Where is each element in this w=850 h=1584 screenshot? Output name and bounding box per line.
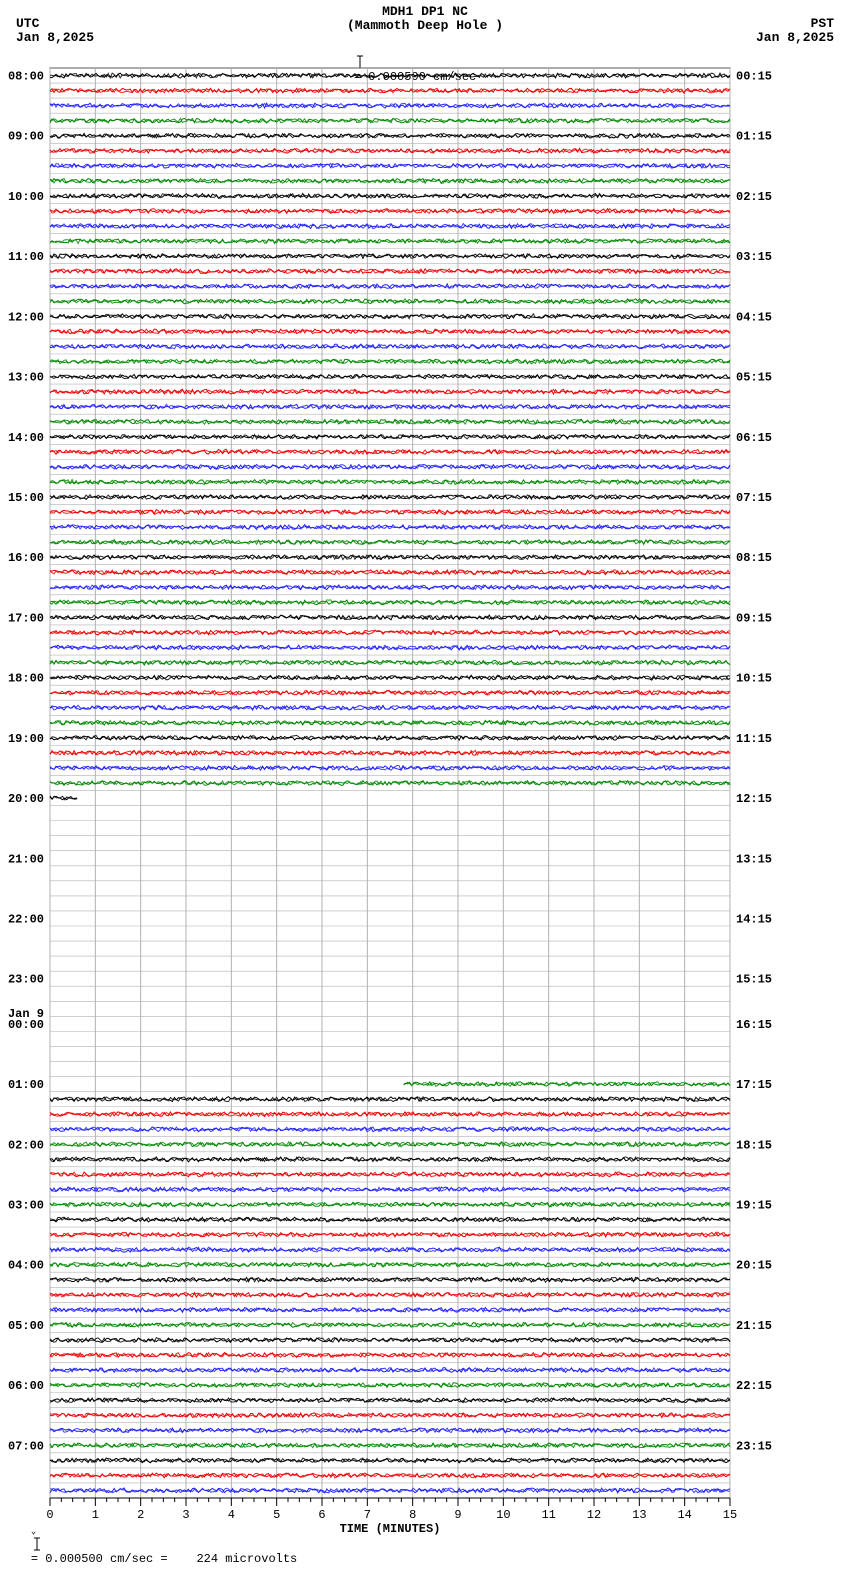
svg-text:12:15: 12:15: [736, 792, 772, 806]
svg-text:13:00: 13:00: [8, 371, 44, 385]
svg-text:08:00: 08:00: [8, 70, 44, 84]
svg-text:11:00: 11:00: [8, 250, 44, 264]
svg-text:10:15: 10:15: [736, 672, 772, 686]
svg-text:23:00: 23:00: [8, 973, 44, 987]
svg-text:8: 8: [409, 1508, 416, 1522]
svg-text:16:15: 16:15: [736, 1018, 772, 1032]
svg-text:21:00: 21:00: [8, 852, 44, 866]
svg-text:09:15: 09:15: [736, 611, 772, 625]
svg-text:05:00: 05:00: [8, 1319, 44, 1333]
svg-text:23:15: 23:15: [736, 1439, 772, 1453]
station-title: MDH1 DP1 NC: [0, 4, 850, 19]
svg-text:00:00: 00:00: [8, 1018, 44, 1032]
svg-text:08:15: 08:15: [736, 551, 772, 565]
svg-text:11:15: 11:15: [736, 732, 772, 746]
svg-text:18:00: 18:00: [8, 672, 44, 686]
svg-text:02:15: 02:15: [736, 190, 772, 204]
svg-text:15:00: 15:00: [8, 491, 44, 505]
svg-text:03:15: 03:15: [736, 250, 772, 264]
svg-text:17:00: 17:00: [8, 611, 44, 625]
pst-label: PST: [811, 16, 834, 31]
svg-text:22:15: 22:15: [736, 1379, 772, 1393]
svg-text:00:15: 00:15: [736, 70, 772, 84]
seismogram-container: MDH1 DP1 NC (Mammoth Deep Hole ) UTC Jan…: [0, 0, 850, 1584]
svg-text:9: 9: [454, 1508, 461, 1522]
svg-text:22:00: 22:00: [8, 912, 44, 926]
svg-text:09:00: 09:00: [8, 130, 44, 144]
svg-text:01:15: 01:15: [736, 130, 772, 144]
svg-text:14:00: 14:00: [8, 431, 44, 445]
svg-text:7: 7: [364, 1508, 371, 1522]
utc-label: UTC: [16, 16, 39, 31]
station-subtitle: (Mammoth Deep Hole ): [0, 18, 850, 33]
svg-text:15:15: 15:15: [736, 973, 772, 987]
svg-text:07:00: 07:00: [8, 1439, 44, 1453]
svg-text:TIME (MINUTES): TIME (MINUTES): [340, 1522, 441, 1536]
footer-note-text: = 0.000500 cm/sec = 224 microvolts: [31, 1552, 297, 1566]
svg-text:16:00: 16:00: [8, 551, 44, 565]
svg-text:06:15: 06:15: [736, 431, 772, 445]
svg-text:21:15: 21:15: [736, 1319, 772, 1333]
svg-text:15: 15: [723, 1508, 737, 1522]
footer-note: ⌄ = 0.000500 cm/sec = 224 microvolts: [2, 1506, 297, 1580]
svg-text:07:15: 07:15: [736, 491, 772, 505]
utc-date: Jan 8,2025: [16, 30, 94, 45]
seismogram-chart: 08:00 00:15 09:00 01:15 10:00 02:15 11:00 03:15…: [0, 63, 800, 1583]
pst-date: Jan 8,2025: [756, 30, 834, 45]
svg-text:20:00: 20:00: [8, 792, 44, 806]
svg-text:18:15: 18:15: [736, 1138, 772, 1152]
svg-text:14: 14: [677, 1508, 691, 1522]
svg-text:19:00: 19:00: [8, 732, 44, 746]
svg-text:12:00: 12:00: [8, 310, 44, 324]
svg-text:10:00: 10:00: [8, 190, 44, 204]
svg-text:02:00: 02:00: [8, 1138, 44, 1152]
svg-text:20:15: 20:15: [736, 1259, 772, 1273]
svg-text:10: 10: [496, 1508, 510, 1522]
svg-text:05:15: 05:15: [736, 371, 772, 385]
svg-text:11: 11: [541, 1508, 555, 1522]
svg-text:6: 6: [318, 1508, 325, 1522]
svg-text:01:00: 01:00: [8, 1078, 44, 1092]
svg-text:12: 12: [587, 1508, 601, 1522]
svg-text:19:15: 19:15: [736, 1198, 772, 1212]
svg-text:13:15: 13:15: [736, 852, 772, 866]
svg-text:17:15: 17:15: [736, 1078, 772, 1092]
scale-bar-icon: [31, 1536, 43, 1552]
svg-text:04:00: 04:00: [8, 1259, 44, 1273]
svg-text:06:00: 06:00: [8, 1379, 44, 1393]
svg-text:04:15: 04:15: [736, 310, 772, 324]
svg-text:14:15: 14:15: [736, 912, 772, 926]
svg-text:03:00: 03:00: [8, 1198, 44, 1212]
svg-text:13: 13: [632, 1508, 646, 1522]
